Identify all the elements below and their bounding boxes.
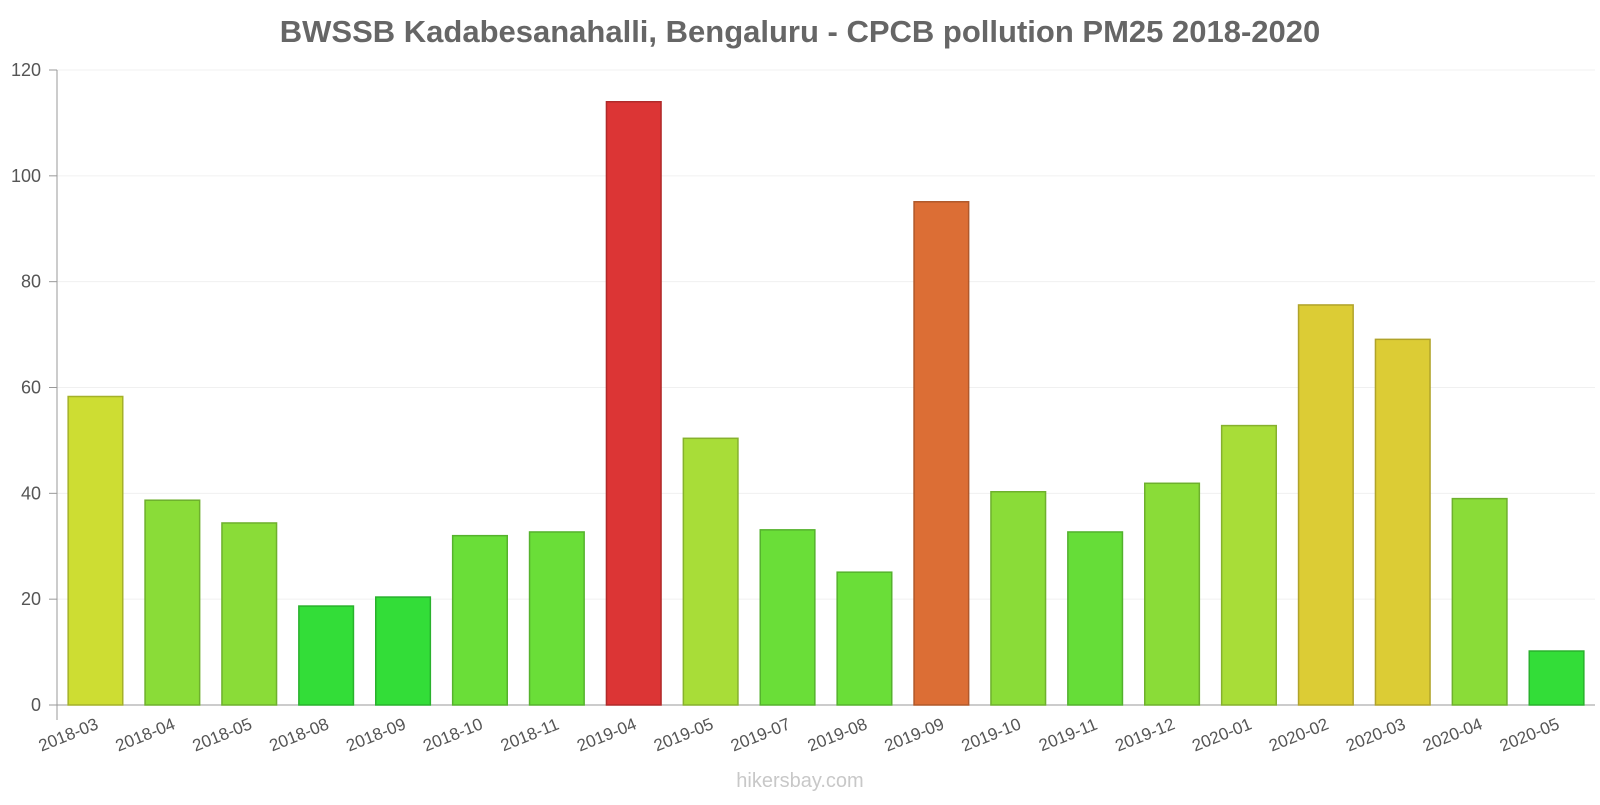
x-tick-label: 2019-12 bbox=[1113, 714, 1178, 755]
y-tick-label: 60 bbox=[21, 378, 41, 398]
x-tick-label: 2018-11 bbox=[498, 715, 562, 756]
bar-2018-03 bbox=[67, 395, 124, 706]
bar-2020-04 bbox=[1451, 497, 1508, 706]
chart-title: BWSSB Kadabesanahalli, Bengaluru - CPCB … bbox=[279, 14, 1321, 49]
bar-2019-10 bbox=[990, 490, 1047, 706]
x-tick-label: 2019-04 bbox=[574, 714, 639, 755]
bar-2020-01 bbox=[1220, 424, 1277, 706]
bar-2018-05 bbox=[221, 522, 278, 706]
y-tick-label: 100 bbox=[11, 166, 41, 186]
x-tick-label: 2018-04 bbox=[113, 714, 178, 755]
x-tick-label: 2020-01 bbox=[1189, 714, 1254, 755]
bar-2019-05 bbox=[682, 437, 739, 706]
x-tick-label: 2020-05 bbox=[1497, 714, 1562, 755]
x-tick-label: 2019-05 bbox=[651, 714, 716, 755]
bar-2018-11 bbox=[528, 531, 585, 706]
x-tick-label: 2020-02 bbox=[1266, 714, 1331, 755]
bar-2019-08 bbox=[836, 571, 893, 706]
x-tick-label: 2019-09 bbox=[882, 714, 947, 755]
y-tick-label: 120 bbox=[11, 60, 41, 80]
bar-2019-07 bbox=[759, 529, 816, 706]
x-tick-label: 2018-10 bbox=[420, 714, 485, 755]
bar-2019-11 bbox=[1067, 531, 1124, 706]
x-tick-label: 2019-07 bbox=[728, 714, 793, 755]
x-tick-label: 2018-03 bbox=[36, 714, 101, 755]
x-tick-label: 2018-08 bbox=[267, 714, 332, 755]
y-tick-label: 0 bbox=[31, 695, 41, 715]
bar-2020-05 bbox=[1528, 650, 1585, 706]
x-tick-label: 2019-11 bbox=[1036, 715, 1100, 756]
x-tick-label: 2019-08 bbox=[805, 714, 870, 755]
x-tick-label: 2020-04 bbox=[1420, 714, 1485, 755]
x-tick-label: 2019-10 bbox=[959, 714, 1024, 755]
x-tick-label: 2018-05 bbox=[190, 714, 255, 755]
bar-2018-04 bbox=[144, 499, 201, 706]
bar-2018-09 bbox=[375, 596, 432, 706]
bar-2020-03 bbox=[1374, 338, 1431, 706]
x-tick-label: 2020-03 bbox=[1343, 714, 1408, 755]
y-tick-label: 40 bbox=[21, 483, 41, 503]
x-tick-label: 2018-09 bbox=[344, 714, 409, 755]
bar-2018-10 bbox=[451, 534, 508, 706]
bar-2019-09 bbox=[913, 201, 970, 706]
bar-2018-08 bbox=[298, 605, 355, 706]
bar-2019-04 bbox=[605, 101, 662, 706]
bar-2020-02 bbox=[1297, 304, 1354, 706]
y-tick-label: 20 bbox=[21, 589, 41, 609]
bar-2019-12 bbox=[1144, 482, 1201, 706]
y-tick-label: 80 bbox=[21, 272, 41, 292]
watermark-text: hikersbay.com bbox=[736, 770, 864, 792]
